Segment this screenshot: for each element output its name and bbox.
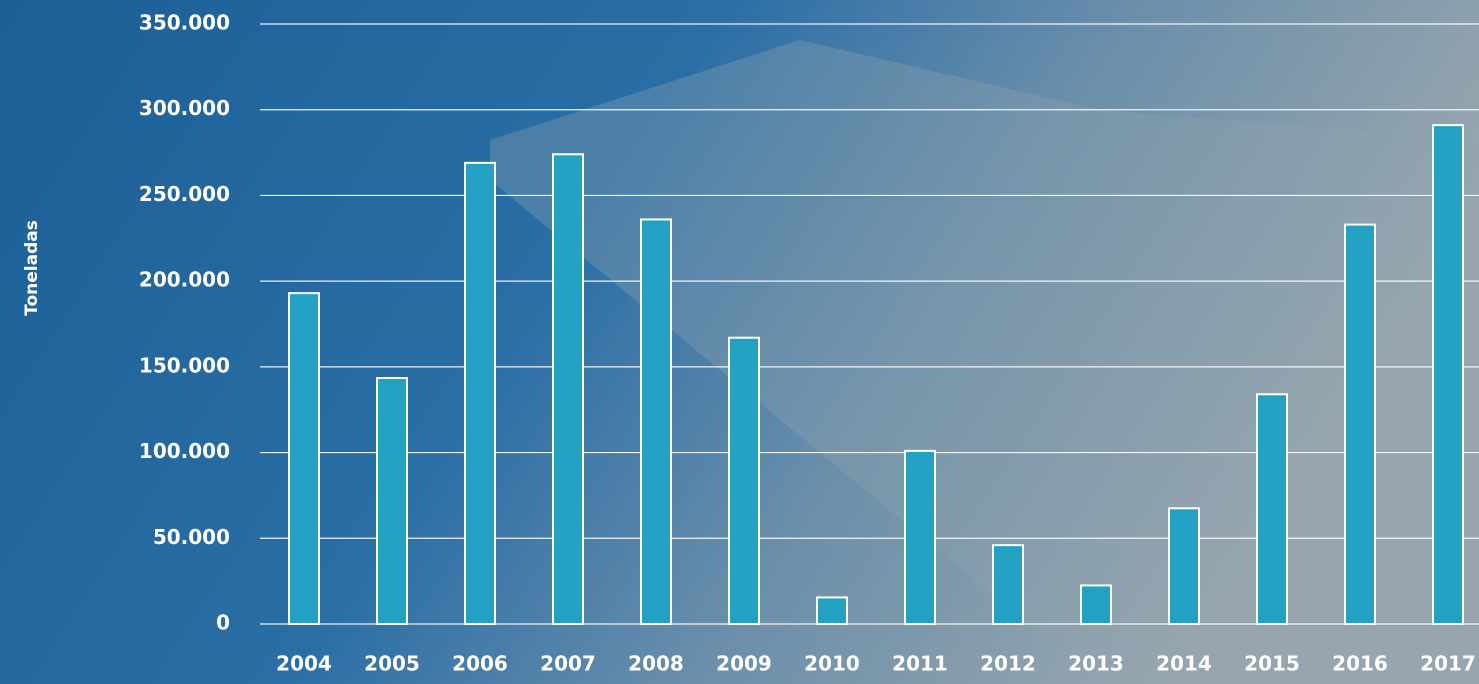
y-tick-label: 150.000 [139,353,230,377]
x-tick-label: 2011 [892,652,948,676]
x-tick-label: 2016 [1332,652,1388,676]
bar [640,218,672,626]
x-tick-label: 2013 [1068,652,1124,676]
y-axis-title: Toneladas [22,220,42,316]
y-tick-label: 0 [216,611,230,635]
y-tick-label: 300.000 [139,96,230,120]
x-tick-label: 2007 [540,652,596,676]
x-tick-label: 2015 [1244,652,1300,676]
bar [464,161,496,625]
y-tick-label: 200.000 [139,268,230,292]
x-tick-label: 2004 [276,652,332,676]
bar [992,544,1024,626]
bar [1344,223,1376,625]
bar [288,292,320,625]
bar [904,449,936,625]
y-tick-label: 250.000 [139,182,230,206]
y-tick-label: 350.000 [139,11,230,35]
y-tick-label: 100.000 [139,439,230,463]
bar [376,377,408,625]
x-tick-label: 2010 [804,652,860,676]
bar [1432,124,1464,626]
x-tick-label: 2008 [628,652,684,676]
bar [1080,584,1112,626]
y-tick-label: 50.000 [153,525,230,549]
bar [1168,507,1200,625]
bar [1256,393,1288,625]
x-tick-label: 2012 [980,652,1036,676]
x-tick-label: 2006 [452,652,508,676]
bar [728,336,760,625]
x-tick-label: 2009 [716,652,772,676]
port-area [490,40,1479,684]
bar [552,153,584,626]
bar [816,596,848,626]
x-tick-label: 2014 [1156,652,1212,676]
x-tick-label: 2005 [364,652,420,676]
x-tick-label: 2017 [1420,652,1476,676]
